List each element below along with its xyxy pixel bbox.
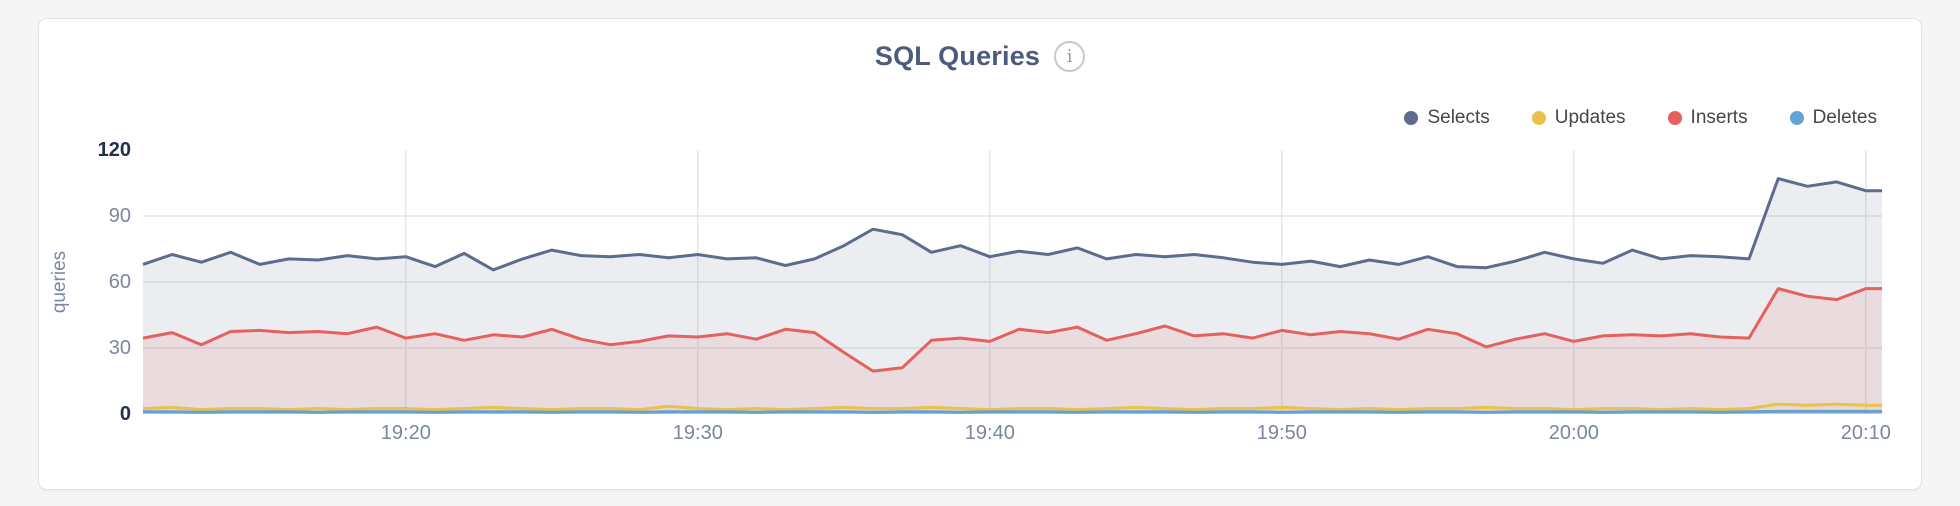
legend-item-deletes[interactable]: Deletes [1789, 107, 1877, 129]
x-axis-ticks: 19:20 19:30 19:40 19:50 20:00 20:10 [143, 422, 1891, 452]
y-tick-90: 90 [108, 205, 131, 227]
x-tick-1930: 19:30 [672, 422, 723, 444]
legend: Selects Updates Inserts Deletes [1404, 107, 1877, 129]
legend-label-inserts: Inserts [1690, 107, 1748, 128]
info-icon[interactable]: i [1054, 41, 1086, 72]
line-updates [142, 402, 1882, 412]
inserts-color-dot-icon [1667, 111, 1682, 125]
legend-item-updates[interactable]: Updates [1531, 107, 1626, 129]
updates-color-dot-icon [1531, 111, 1546, 125]
y-axis-ticks: 0 30 60 90 120 [63, 139, 131, 425]
x-tick-1940: 19:40 [964, 422, 1015, 444]
legend-label-deletes: Deletes [1812, 107, 1877, 128]
x-tick-1950: 19:50 [1256, 422, 1307, 444]
chart-card: SQL Queries i Selects Updates Inserts Delet… [38, 18, 1922, 490]
legend-item-selects[interactable]: Selects [1404, 107, 1490, 129]
sql-queries-chart [142, 150, 1882, 414]
x-tick-2000: 20:00 [1548, 422, 1599, 444]
y-tick-30: 30 [108, 337, 131, 359]
x-tick-2010: 20:10 [1840, 422, 1891, 444]
chart-header: SQL Queries i [39, 41, 1921, 72]
deletes-color-dot-icon [1789, 111, 1804, 125]
y-tick-60: 60 [108, 271, 131, 293]
y-tick-0: 0 [119, 403, 131, 425]
legend-item-inserts[interactable]: Inserts [1667, 107, 1748, 129]
legend-label-updates: Updates [1554, 107, 1626, 128]
line-inserts [142, 287, 1882, 373]
x-tick-1920: 19:20 [380, 422, 431, 444]
line-deletes [143, 409, 1882, 414]
line-selects [142, 177, 1882, 272]
chart-title: SQL Queries [874, 41, 1041, 71]
selects-color-dot-icon [1404, 111, 1419, 125]
area-inserts [143, 288, 1882, 414]
area-selects [143, 178, 1882, 414]
y-tick-120: 120 [97, 139, 131, 161]
legend-label-selects: Selects [1427, 107, 1490, 128]
